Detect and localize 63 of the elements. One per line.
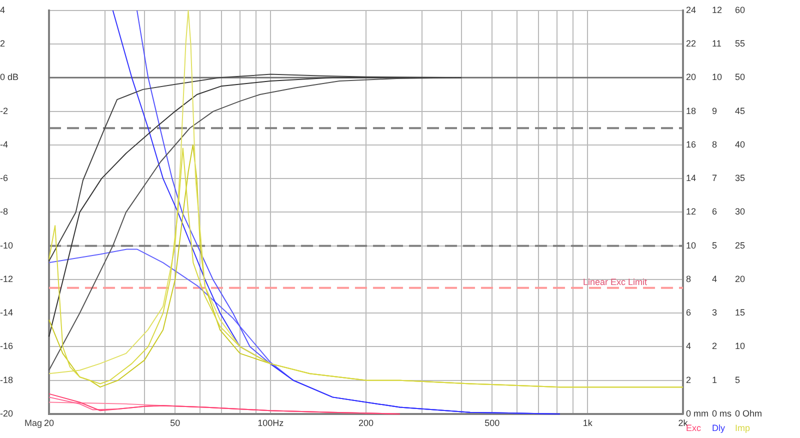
y3-tick-label: 7 — [712, 173, 718, 184]
y-tick-label: 15 — [735, 308, 746, 318]
x-tick-label: 1k — [582, 418, 593, 428]
y-tick-label: 25 — [735, 240, 746, 250]
y3-tick-label: 12 — [712, 4, 722, 15]
y3-tick-label: 5 — [712, 240, 718, 250]
y3-tick-label: 10 — [712, 72, 722, 82]
y-tick-label: 2 — [0, 38, 6, 49]
y-tick-label: -8 — [0, 206, 8, 217]
x-tick-label: 20 — [44, 418, 54, 428]
y2-tick-label: 18 — [686, 106, 696, 116]
y2-tick-label: 12 — [686, 206, 696, 217]
y-tick-label: -14 — [0, 308, 14, 318]
y-tick-label: 45 — [735, 106, 746, 116]
y-tick-label: -6 — [0, 173, 8, 184]
y2-tick-label: 8 — [686, 274, 692, 284]
y-tick-label: 40 — [735, 139, 746, 150]
y2-axis-title: Exc — [686, 422, 702, 433]
y-tick-label: 5 — [735, 374, 740, 385]
y3-tick-label: 9 — [712, 106, 718, 116]
y-tick-label: -12 — [0, 274, 14, 284]
y3-tick-label: 2 — [712, 341, 718, 352]
y3-tick-label: 0 ms — [712, 408, 732, 418]
ref-line-label: Linear Exc Limit — [582, 276, 648, 287]
y-axis-title: Mag — [24, 418, 42, 428]
y2-tick-label: 16 — [686, 139, 696, 150]
y-tick-label: -10 — [0, 240, 14, 250]
y3-axis-title: Dly — [712, 422, 726, 433]
y3-tick-label: 1 — [712, 374, 718, 385]
y-tick-label: 4 — [0, 4, 6, 15]
y-tick-label: 0 Ohm — [735, 408, 762, 418]
y-tick-label: -2 — [0, 106, 8, 116]
y-tick-label: 55 — [735, 38, 746, 49]
y-tick-label: -20 — [0, 408, 14, 418]
y3-tick-label: 11 — [712, 38, 722, 49]
y3-tick-label: 3 — [712, 308, 718, 318]
y-tick-label: 50 — [735, 72, 746, 82]
y-tick-label: 20 — [735, 274, 746, 284]
y2-tick-label: 22 — [686, 38, 696, 49]
y2-tick-label: 20 — [686, 72, 696, 82]
y-tick-label: 35 — [735, 173, 746, 184]
x-tick-label: 200 — [358, 418, 374, 428]
x-tick-label: 500 — [484, 418, 500, 428]
y3-tick-label: 4 — [712, 274, 718, 284]
x-tick-label: 100Hz — [258, 418, 284, 428]
y2-tick-label: 14 — [686, 173, 696, 184]
y2-tick-label: 24 — [686, 4, 696, 15]
y3-tick-label: 6 — [712, 206, 718, 217]
y2-tick-label: 6 — [686, 308, 692, 318]
y2-tick-label: 0 mm — [686, 408, 708, 418]
y2-tick-label: 2 — [686, 374, 692, 385]
y2-tick-label: 4 — [686, 341, 692, 352]
y-axis-title: Imp — [735, 422, 750, 433]
y-tick-label: 60 — [735, 4, 746, 15]
y-tick-label: -18 — [0, 374, 14, 385]
y-tick-label: 0 dB — [0, 72, 19, 82]
y-tick-label: -4 — [0, 139, 8, 150]
y3-tick-label: 8 — [712, 139, 718, 150]
y-tick-label: 30 — [735, 206, 746, 217]
y2-tick-label: 10 — [686, 240, 696, 250]
y-tick-label: 10 — [735, 341, 746, 352]
x-tick-label: 50 — [170, 418, 180, 428]
y-tick-label: -16 — [0, 341, 14, 352]
